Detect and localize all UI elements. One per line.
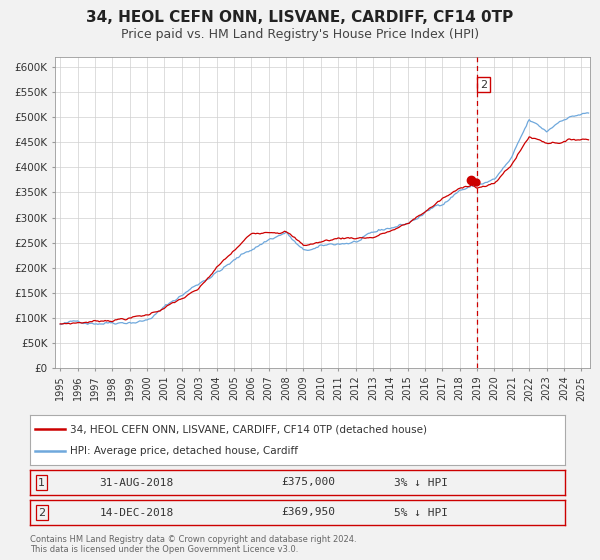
Text: Price paid vs. HM Land Registry's House Price Index (HPI): Price paid vs. HM Land Registry's House …: [121, 28, 479, 41]
Text: HPI: Average price, detached house, Cardiff: HPI: Average price, detached house, Card…: [70, 446, 298, 456]
Text: Contains HM Land Registry data © Crown copyright and database right 2024.
This d: Contains HM Land Registry data © Crown c…: [30, 535, 356, 554]
Text: 34, HEOL CEFN ONN, LISVANE, CARDIFF, CF14 0TP (detached house): 34, HEOL CEFN ONN, LISVANE, CARDIFF, CF1…: [70, 424, 427, 434]
Text: 14-DEC-2018: 14-DEC-2018: [100, 507, 174, 517]
Text: 34, HEOL CEFN ONN, LISVANE, CARDIFF, CF14 0TP: 34, HEOL CEFN ONN, LISVANE, CARDIFF, CF1…: [86, 10, 514, 25]
Text: 1: 1: [38, 478, 45, 488]
Text: 2: 2: [479, 80, 487, 90]
Text: 2: 2: [38, 507, 46, 517]
Text: £369,950: £369,950: [281, 507, 335, 517]
Text: 31-AUG-2018: 31-AUG-2018: [100, 478, 174, 488]
Text: 5% ↓ HPI: 5% ↓ HPI: [394, 507, 448, 517]
Text: 3% ↓ HPI: 3% ↓ HPI: [394, 478, 448, 488]
Text: £375,000: £375,000: [281, 478, 335, 488]
